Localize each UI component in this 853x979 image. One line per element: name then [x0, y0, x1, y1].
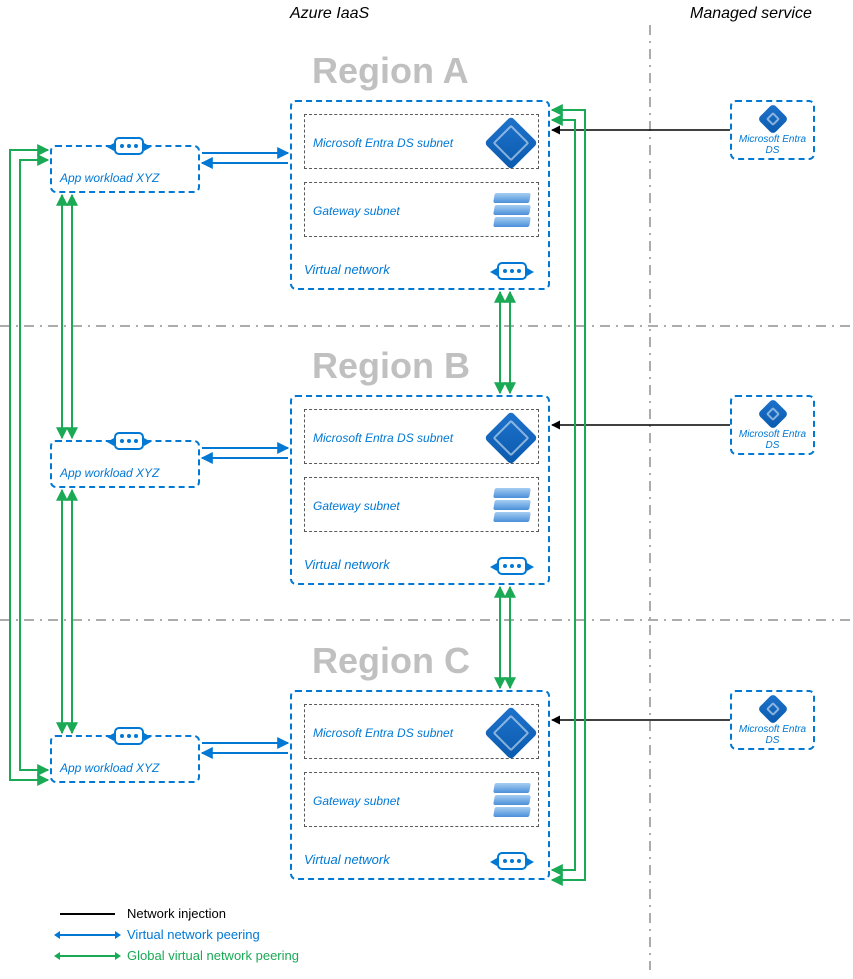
vnet-label-b: Virtual network	[304, 557, 390, 572]
gateway-subnet-label: Gateway subnet	[313, 794, 494, 808]
app-label-b: App workload XYZ	[60, 466, 159, 480]
app-global-ac	[10, 150, 48, 780]
header-managed-service: Managed service	[690, 5, 812, 23]
legend-line-blue	[60, 934, 115, 936]
app-global-ab	[62, 195, 72, 438]
legend: Network injection Virtual network peerin…	[60, 900, 299, 969]
entra-icon	[484, 411, 538, 465]
legend-injection: Network injection	[60, 906, 299, 921]
legend-peering: Virtual network peering	[60, 927, 299, 942]
vnet-icon-c	[497, 852, 527, 870]
legend-injection-label: Network injection	[127, 906, 226, 921]
app-box-b: App workload XYZ	[50, 440, 200, 488]
app-label-c: App workload XYZ	[60, 761, 159, 775]
app-vnet-icon	[114, 432, 144, 450]
legend-global: Global virtual network peering	[60, 948, 299, 963]
entra-subnet-label: Microsoft Entra DS subnet	[313, 431, 492, 445]
entra-icon	[484, 706, 538, 760]
managed-label-a: Microsoft Entra DS	[739, 134, 806, 156]
managed-entra-icon	[757, 398, 788, 429]
vnet-icon-a	[497, 262, 527, 280]
vnet-box-c: Microsoft Entra DS subnet Gateway subnet…	[290, 690, 550, 880]
global-peering-bc	[500, 587, 510, 688]
app-vnet-icon	[114, 727, 144, 745]
gateway-subnet-c: Gateway subnet	[304, 772, 539, 827]
legend-global-label: Global virtual network peering	[127, 948, 299, 963]
app-box-c: App workload XYZ	[50, 735, 200, 783]
managed-box-a: Microsoft Entra DS	[730, 100, 815, 160]
app-label-a: App workload XYZ	[60, 171, 159, 185]
gateway-icon	[494, 488, 530, 524]
vnet-box-b: Microsoft Entra DS subnet Gateway subnet…	[290, 395, 550, 585]
legend-peering-label: Virtual network peering	[127, 927, 260, 942]
gateway-subnet-a: Gateway subnet	[304, 182, 539, 237]
region-c-title: Region C	[312, 640, 470, 682]
app-box-a: App workload XYZ	[50, 145, 200, 193]
managed-label-c: Microsoft Entra DS	[739, 724, 806, 746]
entra-subnet-label: Microsoft Entra DS subnet	[313, 726, 492, 740]
peering-c	[202, 743, 288, 753]
legend-line-black	[60, 913, 115, 915]
entra-subnet-b: Microsoft Entra DS subnet	[304, 409, 539, 464]
managed-entra-icon	[757, 693, 788, 724]
vnet-icon-b	[497, 557, 527, 575]
managed-box-b: Microsoft Entra DS	[730, 395, 815, 455]
gateway-subnet-label: Gateway subnet	[313, 499, 494, 513]
vnet-label-c: Virtual network	[304, 852, 390, 867]
header-azure-iaas: Azure IaaS	[290, 5, 369, 23]
app-vnet-icon	[114, 137, 144, 155]
gateway-icon	[494, 783, 530, 819]
gateway-subnet-label: Gateway subnet	[313, 204, 494, 218]
managed-label-b: Microsoft Entra DS	[739, 429, 806, 451]
legend-line-green	[60, 955, 115, 957]
app-global-bc	[62, 490, 72, 733]
entra-subnet-c: Microsoft Entra DS subnet	[304, 704, 539, 759]
gateway-subnet-b: Gateway subnet	[304, 477, 539, 532]
global-peering-ac	[552, 110, 585, 880]
entra-subnet-a: Microsoft Entra DS subnet	[304, 114, 539, 169]
global-peering-ab	[500, 292, 510, 393]
vnet-box-a: Microsoft Entra DS subnet Gateway subnet…	[290, 100, 550, 290]
peering-b	[202, 448, 288, 458]
gateway-icon	[494, 193, 530, 229]
managed-entra-icon	[757, 103, 788, 134]
region-a-title: Region A	[312, 50, 469, 92]
entra-icon	[484, 116, 538, 170]
region-b-title: Region B	[312, 345, 470, 387]
managed-box-c: Microsoft Entra DS	[730, 690, 815, 750]
entra-subnet-label: Microsoft Entra DS subnet	[313, 136, 492, 150]
vnet-label-a: Virtual network	[304, 262, 390, 277]
peering-a	[202, 153, 288, 163]
